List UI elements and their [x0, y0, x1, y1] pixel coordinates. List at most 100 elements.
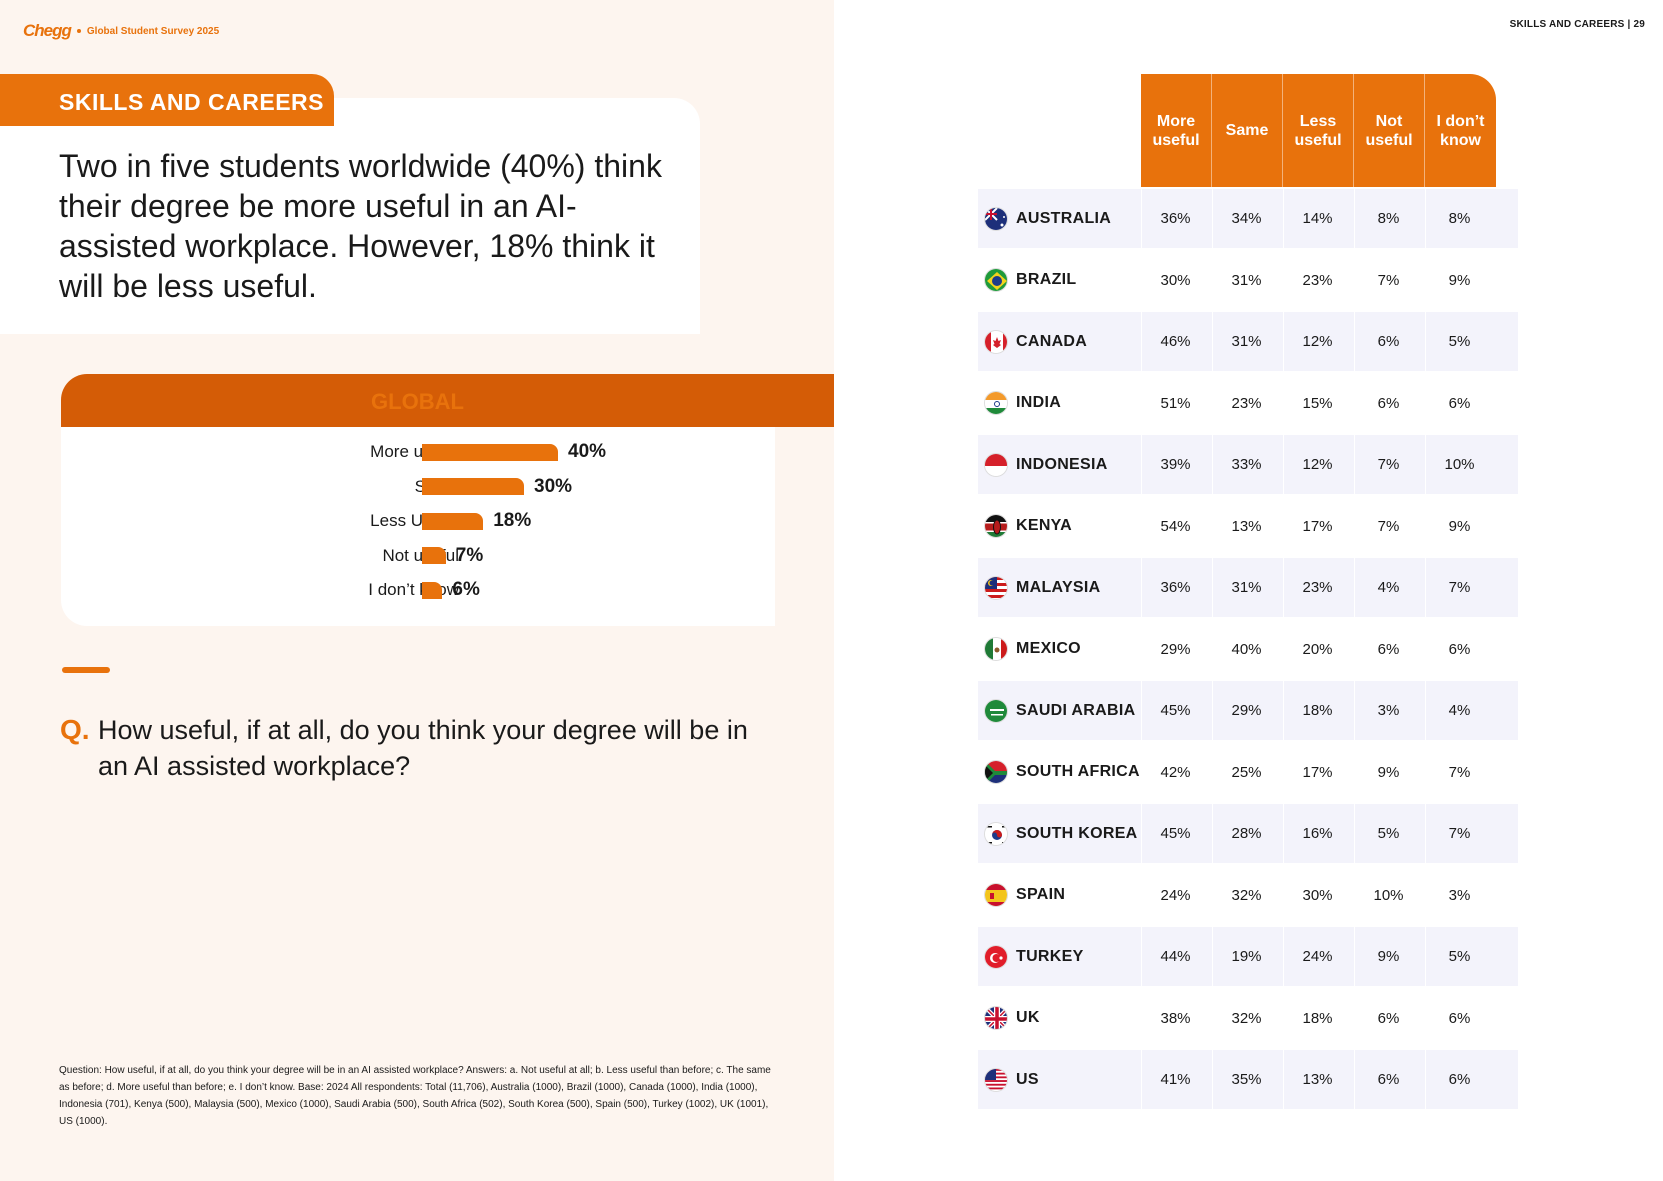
india-flag-icon	[984, 391, 1008, 415]
country-name: SAUDI ARABIA	[1016, 701, 1136, 719]
table-cell: 24%	[1160, 886, 1191, 904]
table-cell: 23%	[1302, 271, 1333, 289]
column-separator	[1283, 865, 1284, 925]
table-cell: 18%	[1302, 1009, 1333, 1027]
table-cell: 13%	[1302, 1071, 1333, 1088]
table-cell: 18%	[1302, 702, 1333, 719]
kenya-flag-icon	[984, 514, 1008, 538]
table-cell: 44%	[1160, 948, 1191, 965]
column-separator	[1425, 435, 1426, 494]
table-cell: 20%	[1302, 640, 1333, 658]
column-separator	[1354, 865, 1355, 925]
table-cell: 31%	[1231, 333, 1262, 350]
table-row: AUSTRALIA 36% 34% 14% 8% 8%	[978, 189, 1518, 248]
table-row: SAUDI ARABIA 45% 29% 18% 3% 4%	[978, 681, 1518, 740]
column-separator	[1354, 373, 1355, 433]
column-separator	[1425, 496, 1426, 556]
table-cell: 45%	[1160, 702, 1191, 719]
country-name: US	[1016, 1070, 1039, 1088]
table-cell: 38%	[1160, 1009, 1191, 1027]
column-separator	[1354, 189, 1355, 248]
country-name: AUSTRALIA	[1016, 209, 1112, 227]
bar-label: More useful	[370, 442, 459, 461]
table-row: TURKEY 44% 19% 24% 9% 5%	[978, 927, 1518, 986]
table-header-label: Less useful	[1294, 112, 1342, 149]
table-header-cell: Same	[1212, 74, 1283, 187]
column-separator	[1354, 1050, 1355, 1109]
column-separator	[1141, 373, 1142, 433]
column-separator	[1212, 250, 1213, 310]
column-separator	[1212, 558, 1213, 617]
bar	[422, 581, 443, 599]
table-cell: 3%	[1448, 886, 1471, 904]
uk-flag-icon	[984, 1006, 1008, 1030]
table-cell: 6%	[1448, 640, 1471, 658]
bar-row: I don’t know 6%	[61, 578, 775, 602]
table-cell: 51%	[1160, 394, 1191, 412]
left-panel: Chegg Global Student Survey 2025 SKILLS …	[0, 0, 834, 1181]
page-header: SKILLS AND CAREERS | 29	[1509, 19, 1645, 30]
table-row: SOUTH AFRICA 42% 25% 17% 9% 7%	[978, 742, 1518, 802]
table-header-cell: More useful	[1141, 74, 1212, 187]
column-separator	[1283, 435, 1284, 494]
table-cell: 42%	[1160, 763, 1191, 781]
table-header-label: More useful	[1152, 112, 1200, 149]
bar-row: Same 30%	[61, 475, 775, 499]
bullet-dot-icon	[76, 29, 81, 33]
column-separator	[1425, 558, 1426, 617]
country-name: KENYA	[1016, 517, 1073, 534]
column-separator	[1354, 312, 1355, 371]
footnote: Question: How useful, if at all, do you …	[59, 1065, 771, 1127]
column-separator	[1283, 496, 1284, 556]
column-separator	[1141, 619, 1142, 679]
turkey-flag-icon	[984, 944, 1008, 969]
table-cell: 5%	[1448, 948, 1471, 965]
malaysia-flag-icon	[984, 575, 1008, 600]
country-name: TURKEY	[1016, 947, 1084, 965]
bar-label: I don’t know	[368, 580, 459, 599]
column-separator	[1354, 558, 1355, 617]
table-cell: 9%	[1377, 763, 1400, 781]
table-cell: 39%	[1160, 456, 1191, 473]
mexico-flag-icon	[984, 637, 1008, 661]
column-separator	[1141, 496, 1142, 556]
column-separator	[1425, 1050, 1426, 1109]
table-cell: 7%	[1448, 763, 1471, 781]
column-separator	[1141, 804, 1142, 863]
country-name: SOUTH AFRICA	[1016, 763, 1140, 780]
column-separator	[1283, 250, 1284, 310]
column-separator	[1354, 681, 1355, 740]
column-separator	[1354, 619, 1355, 679]
column-separator	[1212, 312, 1213, 371]
table-header-cell: Less useful	[1283, 74, 1354, 187]
brand-subtitle: Global Student Survey 2025	[86, 25, 220, 37]
column-separator	[1212, 988, 1213, 1048]
column-separator	[1212, 927, 1213, 986]
column-separator	[1141, 742, 1142, 802]
table-cell: 24%	[1302, 948, 1333, 965]
column-separator	[1425, 988, 1426, 1048]
table-cell: 10%	[1444, 456, 1475, 473]
question-mark-label: Q.	[60, 714, 90, 745]
table-cell: 31%	[1231, 579, 1262, 596]
table-cell: 54%	[1160, 517, 1191, 535]
table-cell: 13%	[1231, 517, 1262, 535]
table-cell: 36%	[1160, 210, 1191, 227]
table-cell: 34%	[1231, 210, 1262, 227]
table-cell: 17%	[1302, 763, 1333, 781]
column-separator	[1141, 312, 1142, 371]
divider-dash	[62, 667, 110, 673]
table-cell: 23%	[1231, 394, 1262, 412]
table-cell: 7%	[1377, 456, 1400, 473]
column-separator	[1212, 496, 1213, 556]
column-separator	[1425, 681, 1426, 740]
table-row: US 41% 35% 13% 6% 6%	[978, 1050, 1518, 1109]
column-separator	[1283, 742, 1284, 802]
column-separator	[1212, 804, 1213, 863]
table-cell: 29%	[1160, 640, 1191, 658]
headline-card	[0, 98, 700, 334]
column-separator	[1283, 804, 1284, 863]
table-cell: 45%	[1160, 825, 1191, 842]
table-header-cell: I don’t know	[1425, 74, 1496, 187]
